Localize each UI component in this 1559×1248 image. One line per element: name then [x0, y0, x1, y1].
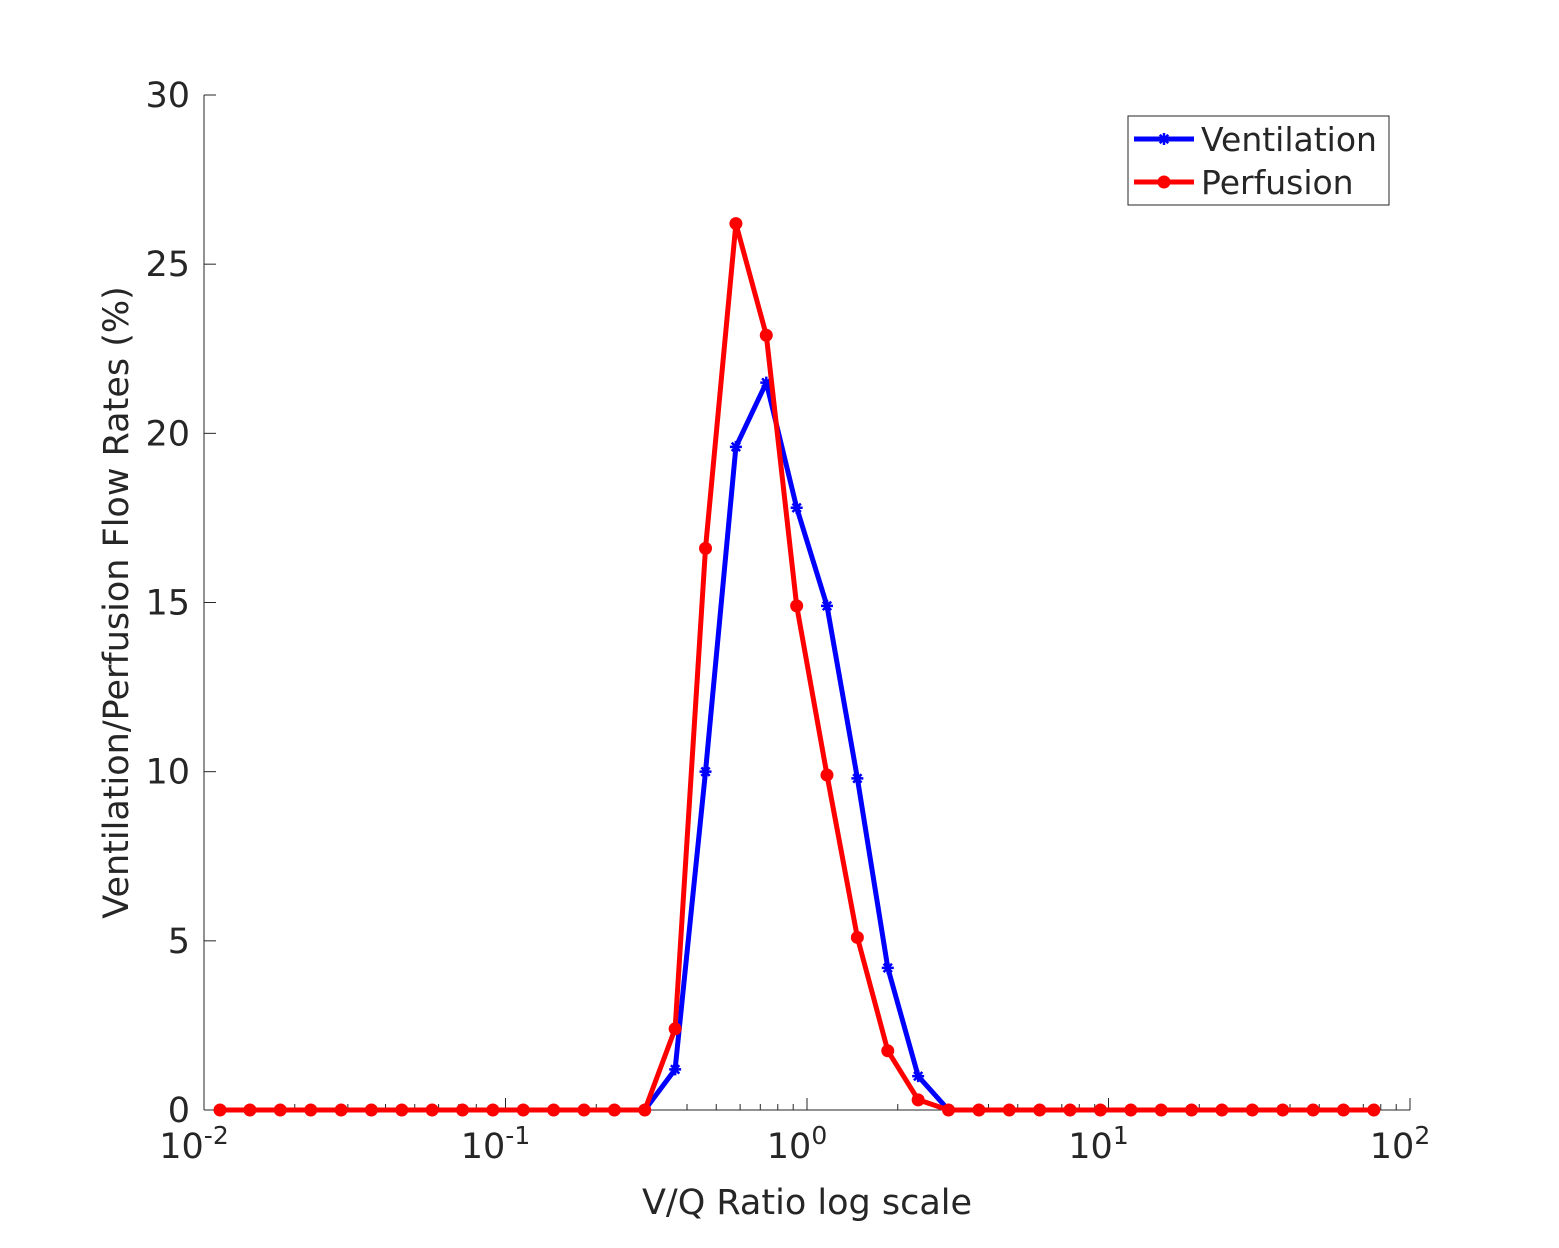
perfusion-point: [1124, 1103, 1138, 1117]
ventilation-point: [699, 765, 712, 778]
y-tick-label: 10: [145, 753, 190, 793]
y-tick-label: 20: [145, 414, 190, 454]
plot-area: [213, 217, 1381, 1117]
perfusion-point: [1306, 1103, 1320, 1117]
perfusion-point: [942, 1103, 956, 1117]
x-tick-label: 10-2: [159, 1121, 228, 1167]
y-tick-label: 0: [168, 1091, 190, 1131]
ventilation-point: [669, 1063, 682, 1076]
axes: 0 5 10 15 20 25 30 10-2 10-1 100 101 102: [145, 76, 1430, 1167]
ventilation-point: [912, 1070, 925, 1083]
legend-box: [1127, 115, 1390, 206]
x-axis-title: V/Q Ratio log scale: [642, 1183, 972, 1223]
y-tick-label: 15: [145, 584, 190, 624]
x-tick-label: 10-1: [461, 1121, 530, 1167]
ventilation-point: [729, 440, 742, 453]
perfusion-point: [1033, 1103, 1047, 1117]
perfusion-point: [1336, 1103, 1350, 1117]
perfusion-point: [759, 328, 773, 342]
perfusion-point: [395, 1103, 409, 1117]
legend-label-perfusion: Perfusion: [1201, 163, 1354, 202]
x-tick-label: 102: [1370, 1121, 1430, 1167]
perfusion-point: [850, 930, 864, 944]
perfusion-point: [638, 1103, 652, 1117]
perfusion-point: [213, 1103, 227, 1117]
legend-item-ventilation: Ventilation: [1134, 120, 1377, 159]
legend: Ventilation Perfusion: [1127, 115, 1390, 206]
x-tick-label: 100: [767, 1121, 827, 1167]
perfusion-point: [607, 1103, 621, 1117]
perfusion-point: [273, 1103, 287, 1117]
legend-marker-ventilation: [1158, 133, 1170, 145]
ventilation-line: [220, 380, 1374, 1113]
perfusion-point: [425, 1103, 439, 1117]
perfusion-point: [1154, 1103, 1168, 1117]
perfusion-point: [1215, 1103, 1229, 1117]
perfusion-point: [881, 1044, 895, 1058]
perfusion-point: [1367, 1103, 1381, 1117]
perfusion-point: [547, 1103, 561, 1117]
perfusion-point: [455, 1103, 469, 1117]
series-ventilation: [214, 376, 1380, 1116]
perfusion-point: [790, 599, 804, 613]
ventilation-point: [790, 501, 803, 514]
perfusion-point: [243, 1103, 257, 1117]
perfusion-point: [668, 1022, 682, 1036]
perfusion-point: [1245, 1103, 1259, 1117]
perfusion-point: [729, 217, 743, 231]
ventilation-point: [881, 961, 894, 974]
y-tick-label: 25: [145, 245, 190, 285]
perfusion-point: [1063, 1103, 1077, 1117]
legend-marker-perfusion: [1157, 175, 1171, 189]
x-tick-label: 101: [1068, 1121, 1128, 1167]
perfusion-line: [220, 221, 1374, 1113]
series-perfusion: [213, 217, 1381, 1117]
legend-item-perfusion: Perfusion: [1134, 163, 1354, 202]
perfusion-point: [364, 1103, 378, 1117]
y-axis-title: Ventilation/Perfusion Flow Rates (%): [97, 286, 137, 919]
perfusion-point: [820, 768, 834, 782]
perfusion-point: [516, 1103, 530, 1117]
perfusion-point: [486, 1103, 500, 1117]
perfusion-point: [1276, 1103, 1290, 1117]
perfusion-point: [304, 1103, 318, 1117]
perfusion-point: [1093, 1103, 1107, 1117]
perfusion-point: [577, 1103, 591, 1117]
ventilation-point: [820, 599, 833, 612]
legend-label-ventilation: Ventilation: [1201, 120, 1377, 159]
ventilation-point: [851, 772, 864, 785]
perfusion-point: [1002, 1103, 1016, 1117]
perfusion-point: [972, 1103, 986, 1117]
perfusion-point: [911, 1093, 925, 1107]
ventilation-point: [760, 376, 773, 389]
perfusion-point: [334, 1103, 348, 1117]
y-tick-label: 30: [145, 76, 190, 116]
perfusion-point: [1185, 1103, 1199, 1117]
perfusion-point: [699, 541, 713, 555]
y-tick-label: 5: [168, 922, 190, 962]
